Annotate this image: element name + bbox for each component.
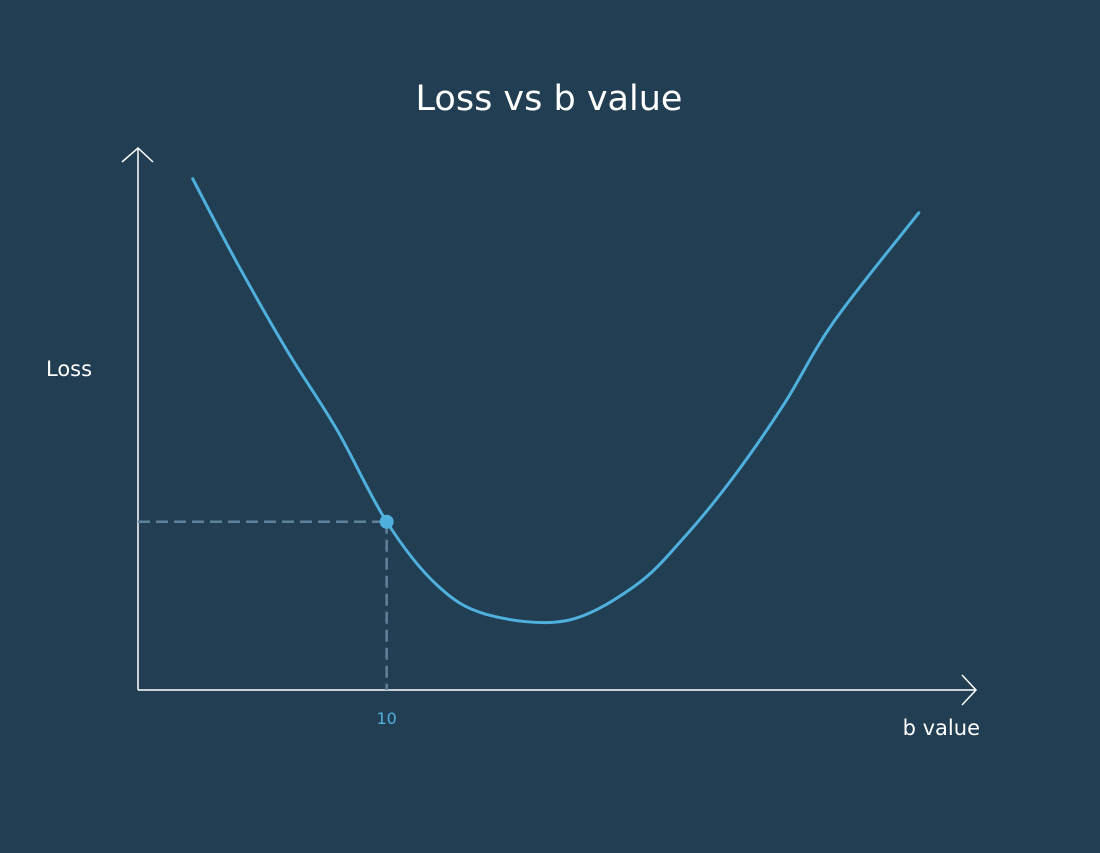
x-axis-arrow: [961, 674, 978, 706]
loss-curve: [191, 177, 921, 625]
x-ticks: 10: [376, 709, 396, 728]
chart-title: Loss vs b value: [416, 79, 683, 119]
x-axis-label: b value: [903, 716, 980, 740]
y-axis-arrow: [121, 146, 154, 163]
guide-lines: [138, 520, 388, 690]
x-tick-label: 10: [376, 709, 396, 728]
highlight-layer: [379, 514, 394, 529]
series-layer: [191, 177, 921, 625]
axes: [121, 146, 978, 706]
highlight-point: [379, 514, 394, 529]
y-axis-label: Loss: [46, 357, 92, 381]
